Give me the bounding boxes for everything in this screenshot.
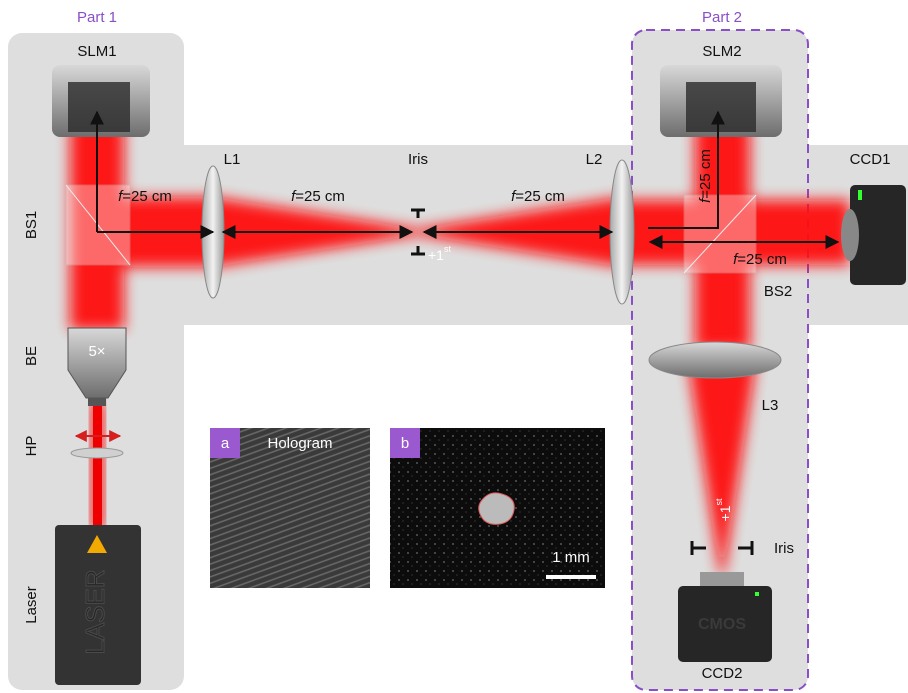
lens-l2 [610,160,634,304]
lens-l3 [649,342,781,378]
ccd1-lens [841,209,859,261]
component-label: L3 [762,397,779,414]
reconstructed-object [479,493,515,524]
component-label: L1 [224,151,241,168]
component-label: CCD1 [850,151,891,168]
half-wave-plate [71,448,123,458]
component-label: SLM1 [77,43,116,60]
distance-text: =25 cm [515,188,565,205]
component-label: CCD2 [702,665,743,682]
ccd2-lens [700,572,744,588]
component-label: L2 [586,151,603,168]
distance-text: =25 cm [697,149,714,199]
part-label: Part 2 [702,9,742,26]
distance-label: f=25 cm [733,251,787,268]
beam-expander-tip [88,398,106,406]
inset-title: Hologram [267,435,332,452]
distance-text: =25 cm [737,251,787,268]
component-label: BE [23,346,40,366]
component-label: HP [23,436,40,457]
distance-label: f=25 cm [697,149,714,203]
order-text: +1 [717,505,733,521]
component-label: SLM2 [702,43,741,60]
laser-brand: LASER [80,569,110,654]
distance-label: f=25 cm [511,188,565,205]
magnification: 5× [88,343,105,360]
slm2-screen [686,82,756,132]
inset-tag: b [401,435,409,452]
component-label: Laser [23,586,40,624]
distance-text: =25 cm [295,188,345,205]
inset-tag: a [221,435,230,452]
distance-label: f=25 cm [291,188,345,205]
order-text: +1 [428,247,444,263]
distance-label: f=25 cm [118,188,172,205]
order-sup: st [714,498,724,506]
ccd1-led [858,190,862,200]
distance-text: =25 cm [122,188,172,205]
component-label: BS1 [23,211,40,239]
slm1-screen [68,82,130,132]
component-label: Iris [774,540,794,557]
setup-diagram: Part 1 Part 2 SLM1 SLM2 BS1 BS2 L1 L2 L3… [0,0,908,693]
part-label: Part 1 [77,9,117,26]
component-label: Iris [408,151,428,168]
ccd2-led [755,592,759,596]
scale-bar-label: 1 mm [552,549,590,566]
order-sup: st [444,244,452,254]
beam-core [93,400,102,530]
cmos-label: CMOS [698,616,746,633]
component-label: BS2 [764,283,792,300]
